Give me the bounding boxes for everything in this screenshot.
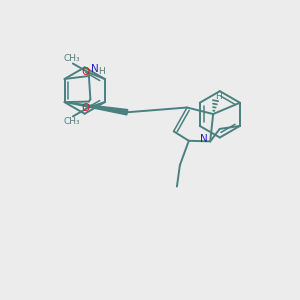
Polygon shape — [64, 102, 128, 115]
Text: CH₃: CH₃ — [64, 54, 81, 63]
Text: O: O — [81, 67, 89, 77]
Text: N: N — [91, 64, 99, 74]
Text: N: N — [200, 134, 208, 144]
Text: CH₃: CH₃ — [64, 117, 81, 126]
Text: H: H — [99, 67, 105, 76]
Text: H: H — [215, 92, 222, 101]
Text: O: O — [81, 103, 89, 113]
